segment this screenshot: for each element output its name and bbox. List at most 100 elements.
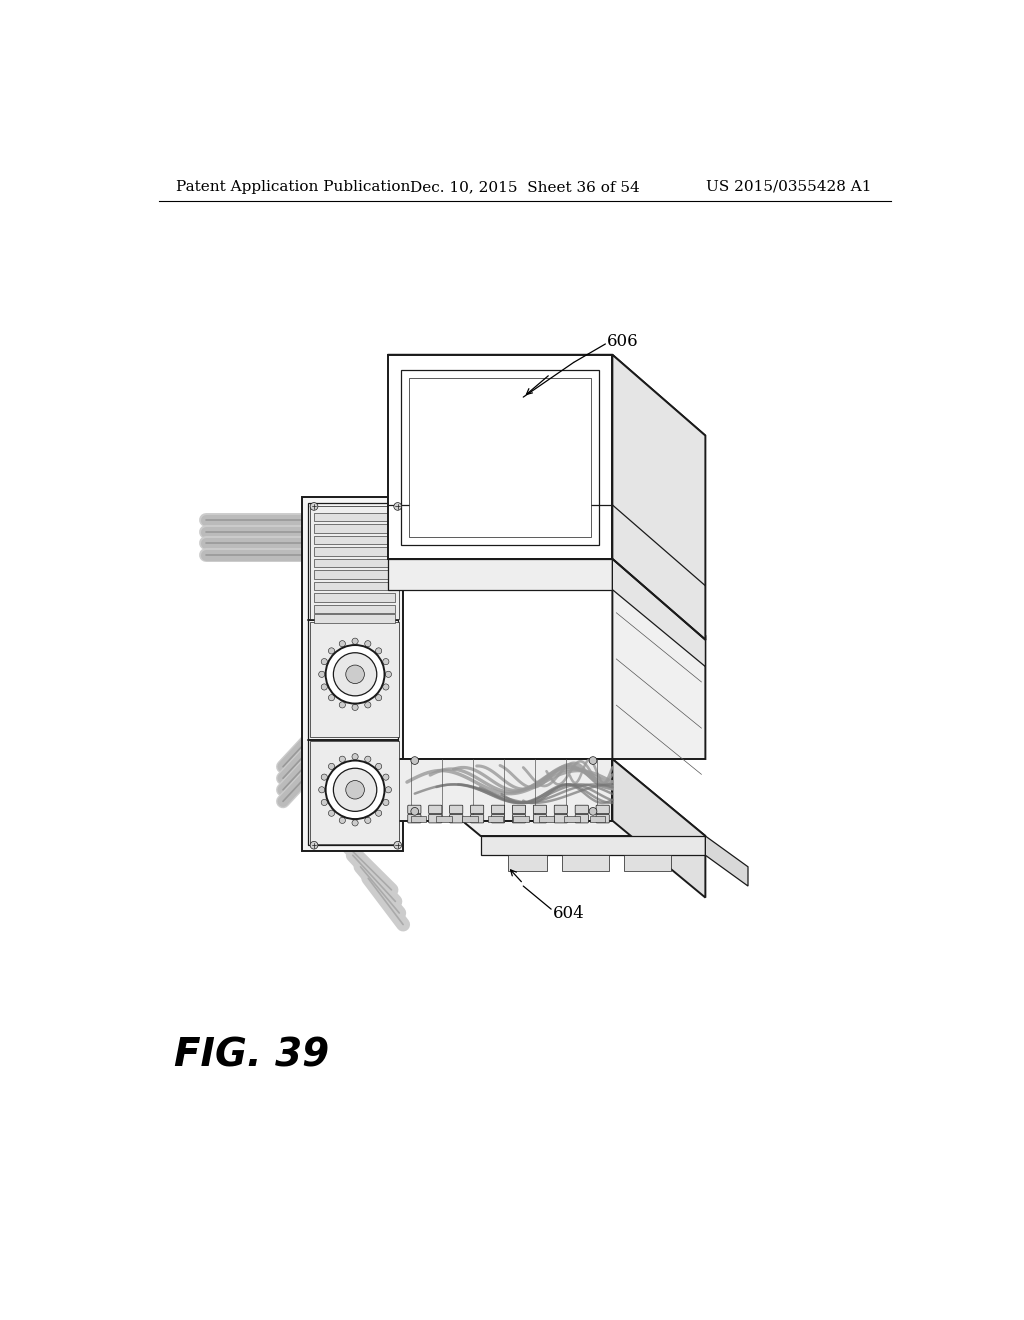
Polygon shape xyxy=(388,558,612,590)
FancyBboxPatch shape xyxy=(554,814,567,822)
Polygon shape xyxy=(612,759,706,898)
Circle shape xyxy=(318,787,325,793)
Text: FIG. 39: FIG. 39 xyxy=(174,1036,330,1074)
Circle shape xyxy=(329,694,335,701)
Polygon shape xyxy=(409,378,592,537)
Polygon shape xyxy=(310,507,399,619)
Circle shape xyxy=(394,503,401,511)
Polygon shape xyxy=(612,558,706,759)
Circle shape xyxy=(329,648,335,653)
Polygon shape xyxy=(314,548,395,556)
Circle shape xyxy=(352,705,358,710)
FancyBboxPatch shape xyxy=(471,805,483,813)
Polygon shape xyxy=(314,524,395,533)
Polygon shape xyxy=(314,558,395,568)
Circle shape xyxy=(329,810,335,816)
Polygon shape xyxy=(302,498,403,851)
FancyBboxPatch shape xyxy=(408,814,421,822)
Polygon shape xyxy=(612,355,706,640)
Polygon shape xyxy=(706,836,748,886)
Circle shape xyxy=(352,638,358,644)
Bar xyxy=(462,816,477,822)
Circle shape xyxy=(365,817,371,824)
Polygon shape xyxy=(388,355,706,436)
Circle shape xyxy=(339,702,345,708)
Circle shape xyxy=(589,808,597,816)
Circle shape xyxy=(326,645,385,704)
Circle shape xyxy=(322,774,328,780)
FancyBboxPatch shape xyxy=(554,805,567,813)
Polygon shape xyxy=(314,614,395,623)
Bar xyxy=(513,816,528,822)
FancyBboxPatch shape xyxy=(596,805,609,813)
Polygon shape xyxy=(562,855,608,871)
Circle shape xyxy=(339,817,345,824)
Bar xyxy=(564,816,580,822)
Circle shape xyxy=(339,756,345,762)
Polygon shape xyxy=(314,582,395,590)
Circle shape xyxy=(385,787,391,793)
Circle shape xyxy=(383,774,389,780)
Circle shape xyxy=(352,820,358,826)
Circle shape xyxy=(365,756,371,762)
FancyBboxPatch shape xyxy=(596,814,609,822)
FancyBboxPatch shape xyxy=(512,814,525,822)
FancyBboxPatch shape xyxy=(534,805,547,813)
Circle shape xyxy=(339,640,345,647)
Polygon shape xyxy=(612,558,706,667)
Text: 606: 606 xyxy=(607,333,639,350)
Circle shape xyxy=(376,763,382,770)
Bar xyxy=(539,816,554,822)
Polygon shape xyxy=(480,836,706,855)
FancyBboxPatch shape xyxy=(408,805,421,813)
Circle shape xyxy=(310,841,317,849)
Bar xyxy=(411,816,426,822)
Polygon shape xyxy=(314,536,395,544)
Polygon shape xyxy=(403,498,488,520)
Text: Patent Application Publication: Patent Application Publication xyxy=(176,180,411,194)
Circle shape xyxy=(346,665,365,684)
Circle shape xyxy=(376,694,382,701)
Circle shape xyxy=(376,810,382,816)
FancyBboxPatch shape xyxy=(471,814,483,822)
Circle shape xyxy=(334,768,377,812)
FancyBboxPatch shape xyxy=(429,805,442,813)
Circle shape xyxy=(411,808,419,816)
FancyBboxPatch shape xyxy=(512,805,525,813)
FancyBboxPatch shape xyxy=(492,814,505,822)
Circle shape xyxy=(383,800,389,805)
Circle shape xyxy=(352,754,358,760)
Polygon shape xyxy=(508,855,547,871)
Polygon shape xyxy=(314,512,395,521)
Polygon shape xyxy=(308,503,397,845)
FancyBboxPatch shape xyxy=(429,814,442,822)
Circle shape xyxy=(365,640,371,647)
FancyBboxPatch shape xyxy=(492,805,505,813)
Circle shape xyxy=(411,756,419,764)
Circle shape xyxy=(383,684,389,690)
Circle shape xyxy=(385,671,391,677)
Circle shape xyxy=(310,503,317,511)
Polygon shape xyxy=(388,759,612,821)
Polygon shape xyxy=(314,594,395,602)
FancyBboxPatch shape xyxy=(575,805,589,813)
Circle shape xyxy=(383,659,389,665)
Polygon shape xyxy=(310,622,399,738)
Circle shape xyxy=(334,653,377,696)
Polygon shape xyxy=(314,570,395,579)
Polygon shape xyxy=(388,759,706,836)
Circle shape xyxy=(376,648,382,653)
FancyBboxPatch shape xyxy=(534,814,547,822)
Text: Dec. 10, 2015  Sheet 36 of 54: Dec. 10, 2015 Sheet 36 of 54 xyxy=(410,180,640,194)
Circle shape xyxy=(322,659,328,665)
Bar xyxy=(590,816,605,822)
Text: 604: 604 xyxy=(553,904,585,921)
Text: US 2015/0355428 A1: US 2015/0355428 A1 xyxy=(707,180,872,194)
Circle shape xyxy=(322,684,328,690)
Polygon shape xyxy=(624,855,671,871)
Polygon shape xyxy=(400,370,599,545)
Circle shape xyxy=(326,760,385,818)
Bar xyxy=(487,816,503,822)
FancyBboxPatch shape xyxy=(575,814,589,822)
Circle shape xyxy=(322,800,328,805)
